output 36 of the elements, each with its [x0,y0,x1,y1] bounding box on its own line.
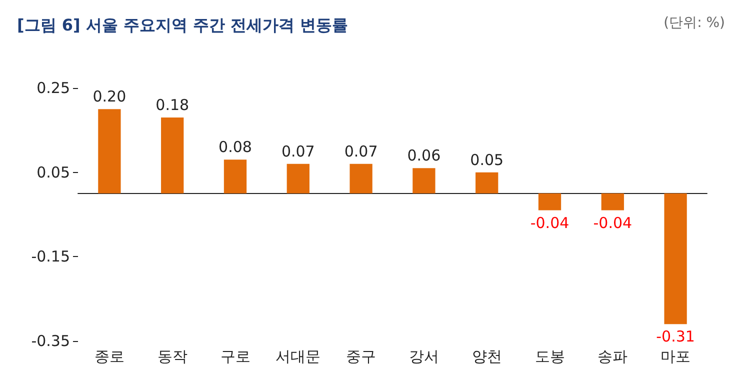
bar [350,164,372,194]
data-label: 0.06 [407,146,441,165]
x-tick-label: 도봉 [534,348,565,366]
data-label: 0.05 [470,150,504,169]
bar [98,109,121,194]
bar [286,164,310,194]
x-tick-label: 구로 [220,348,250,366]
bar [224,160,247,194]
data-label: 0.07 [281,142,315,160]
y-tick-label: 0.05 [36,163,70,182]
y-tick-label: -0.15 [31,248,70,266]
x-tick-label: 동작 [157,348,188,366]
chart-title: [그림 6] 서울 주요지역 주간 전세가격 변동률 [17,16,348,34]
x-tick-label: 중구 [346,348,376,366]
bar [412,168,436,194]
data-label: 0.07 [344,142,378,160]
data-label: -0.31 [656,328,695,346]
x-tick-label: 마포 [660,348,691,366]
y-tick-label: -0.35 [31,332,70,350]
y-tick-label: 0.25 [36,79,70,97]
data-label: 0.08 [218,138,252,156]
bar [476,172,498,194]
bar [538,193,562,210]
x-tick-label: 강서 [408,348,439,366]
bar [664,193,687,324]
text: (단위: %) [664,15,726,31]
x-tick-label: 종로 [94,348,124,366]
x-tick-label: 송파 [598,348,628,366]
bar [161,118,184,194]
x-tick-label: 서대문 [276,348,321,366]
data-label: 0.20 [92,88,126,106]
bar [601,193,624,210]
data-label: -0.04 [530,214,570,232]
data-label: 0.18 [156,96,190,114]
x-tick-label: 양천 [472,348,502,366]
data-label: -0.04 [593,214,632,232]
